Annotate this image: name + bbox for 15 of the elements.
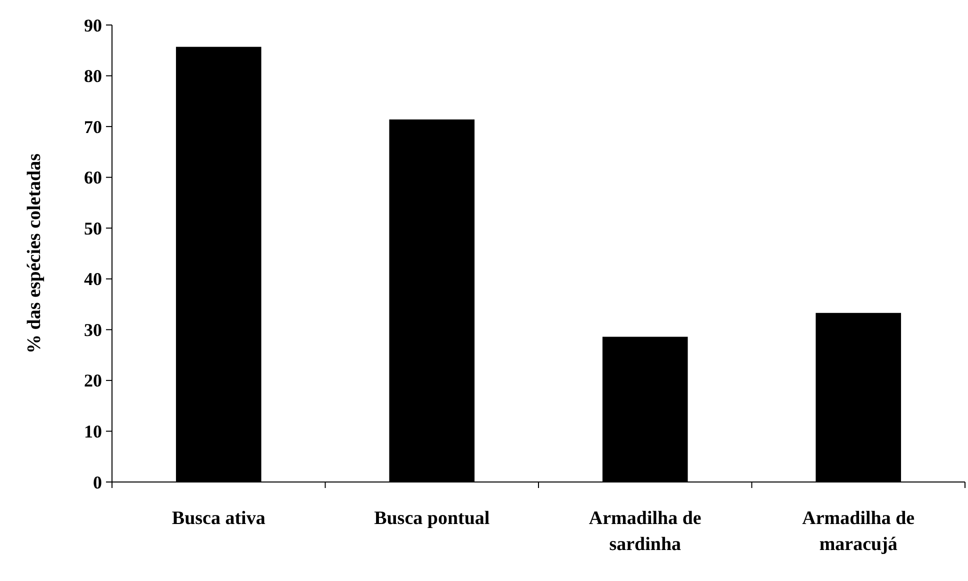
y-tick-label: 60 — [84, 168, 102, 188]
y-tick-label: 10 — [84, 422, 102, 442]
y-axis-title: % das espécies coletadas — [24, 153, 45, 354]
y-tick-label: 40 — [84, 269, 102, 290]
y-tick-label: 70 — [84, 116, 102, 137]
y-tick-label: 0 — [93, 472, 102, 492]
y-tick-label: 80 — [84, 66, 102, 86]
y-tick-label: 20 — [84, 370, 102, 391]
y-tick-label: 90 — [84, 15, 102, 36]
y-tick-label: 30 — [84, 320, 102, 340]
y-tick-label: 50 — [84, 218, 102, 238]
x-tick-label: Busca pontual — [374, 508, 490, 529]
x-tick-label: Armadilha de sardinha — [588, 508, 702, 555]
x-tick-label: Armadilha de maracujá — [802, 508, 915, 555]
x-tick-label: Busca ativa — [172, 508, 266, 529]
